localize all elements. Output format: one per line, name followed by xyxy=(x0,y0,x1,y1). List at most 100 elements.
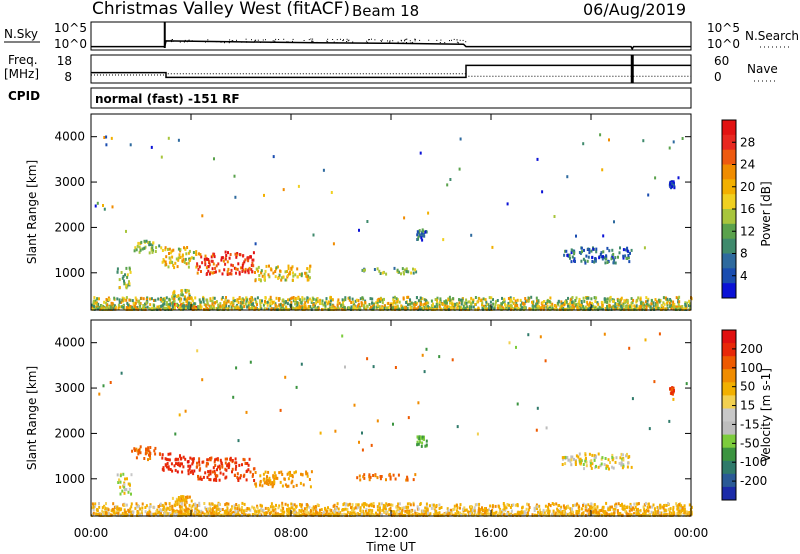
power-point xyxy=(371,297,374,301)
power-point xyxy=(677,300,680,304)
power-point xyxy=(469,305,471,309)
power-point xyxy=(608,138,610,142)
power-point xyxy=(671,303,674,307)
power-point xyxy=(329,307,331,311)
velocity-point xyxy=(611,457,614,461)
power-point xyxy=(213,157,215,161)
velocity-point xyxy=(197,477,200,481)
power-point xyxy=(288,272,291,276)
power-point xyxy=(574,260,576,263)
power-point xyxy=(307,299,310,303)
velocity-point xyxy=(548,511,550,514)
power-point xyxy=(422,233,425,236)
velocity-point xyxy=(192,513,195,517)
power-point xyxy=(148,240,151,244)
velocity-point xyxy=(333,509,336,513)
power-point xyxy=(582,257,585,261)
nsky-dot xyxy=(327,38,329,40)
velocity-point xyxy=(175,462,177,466)
velocity-point xyxy=(119,485,122,489)
velocity-point xyxy=(215,479,218,482)
velocity-point xyxy=(302,483,305,487)
power-point xyxy=(624,307,627,311)
velocity-point xyxy=(141,502,144,506)
power-point xyxy=(242,298,245,302)
velocity-point xyxy=(427,511,429,515)
velocity-point xyxy=(657,511,660,515)
power-point xyxy=(617,299,619,303)
velocity-point xyxy=(298,513,301,517)
velocity-point xyxy=(593,503,596,507)
velocity-point xyxy=(407,416,410,420)
velocity-point xyxy=(240,510,243,514)
velocity-point xyxy=(272,512,275,516)
power-point xyxy=(446,305,449,309)
power-point xyxy=(274,302,277,306)
velocity-point xyxy=(552,502,555,506)
power-point xyxy=(215,300,218,304)
power-point xyxy=(381,301,384,305)
velocity-point xyxy=(592,510,595,514)
power-point xyxy=(672,140,675,144)
velocity-point xyxy=(168,458,171,462)
nsky-dot xyxy=(367,41,369,43)
velocity-point xyxy=(688,503,691,507)
power-point xyxy=(264,301,267,305)
power-point xyxy=(117,307,120,311)
velocity-point xyxy=(279,480,282,484)
power-point xyxy=(396,305,399,309)
power-point xyxy=(140,296,143,300)
velocity-point xyxy=(129,507,132,511)
power-point xyxy=(195,253,198,256)
power-point xyxy=(347,306,350,310)
velocity-point xyxy=(188,503,191,507)
velocity-point xyxy=(101,509,104,513)
power-point xyxy=(114,304,116,308)
velocity-point xyxy=(574,463,577,466)
power-point xyxy=(261,274,264,278)
power-point xyxy=(162,307,165,311)
velocity-point xyxy=(421,441,424,445)
velocity-point xyxy=(342,503,345,507)
power-point xyxy=(413,302,416,306)
power-point xyxy=(296,275,299,279)
power-point xyxy=(317,307,320,311)
velocity-point xyxy=(608,467,610,471)
power-point xyxy=(685,307,688,311)
power-point xyxy=(406,295,409,299)
power-point xyxy=(129,304,132,308)
power-point xyxy=(192,256,195,260)
velocity-point xyxy=(623,507,626,511)
power-point xyxy=(512,297,515,300)
power-point xyxy=(646,299,649,303)
power-point xyxy=(210,259,213,263)
power-point xyxy=(329,299,332,303)
power-point xyxy=(619,246,621,250)
velocity-point xyxy=(178,504,181,508)
power-point xyxy=(371,307,374,311)
power-point xyxy=(177,303,179,307)
power-point xyxy=(289,297,292,301)
velocity-point xyxy=(614,460,617,464)
velocity-point xyxy=(168,502,171,506)
power-point xyxy=(214,270,217,274)
power-point xyxy=(91,303,94,307)
power-point xyxy=(633,307,636,311)
velocity-point xyxy=(287,484,290,488)
velocity-point xyxy=(235,366,238,370)
power-point xyxy=(582,296,585,300)
power-point xyxy=(309,264,312,268)
velocity-point xyxy=(499,513,502,517)
power-point xyxy=(251,270,254,274)
power-point xyxy=(436,305,439,309)
power-point xyxy=(606,246,609,250)
velocity-point xyxy=(93,504,96,508)
power-frame xyxy=(90,113,692,311)
nsky-dot xyxy=(365,42,367,44)
power-point xyxy=(94,299,97,303)
velocity-point xyxy=(187,509,190,513)
power-point xyxy=(106,303,109,307)
power-point xyxy=(460,299,463,303)
velocity-point xyxy=(206,475,209,479)
velocity-point xyxy=(314,505,317,508)
